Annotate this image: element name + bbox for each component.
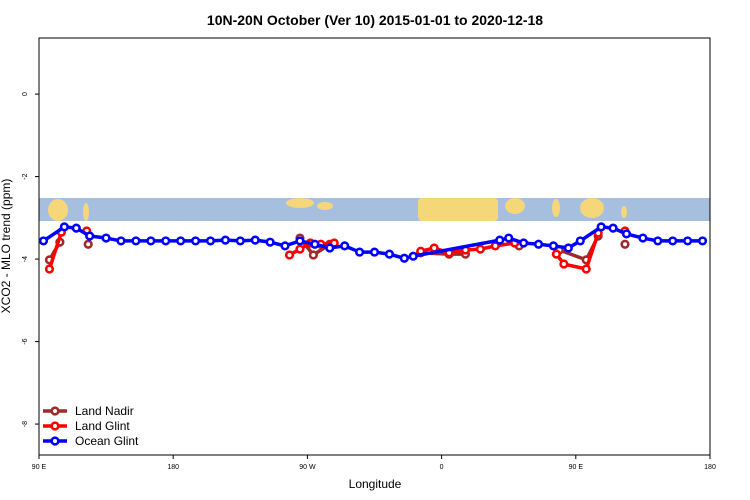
y-tick-label: -4 bbox=[22, 256, 29, 262]
data-point bbox=[384, 249, 395, 259]
data-point bbox=[638, 233, 648, 243]
map-land bbox=[317, 202, 333, 210]
data-point bbox=[176, 236, 186, 246]
plot-frame bbox=[38, 37, 711, 456]
map-land bbox=[505, 198, 525, 214]
data-point bbox=[559, 259, 569, 269]
data-point bbox=[653, 236, 663, 246]
x-tick-label: 90 E bbox=[569, 464, 584, 471]
map-land bbox=[48, 199, 68, 221]
data-point bbox=[38, 236, 49, 246]
data-point bbox=[284, 250, 295, 260]
y-tick-label: -8 bbox=[22, 421, 29, 427]
series bbox=[38, 222, 708, 263]
y-tick-label: -2 bbox=[22, 173, 29, 179]
data-point bbox=[250, 235, 260, 245]
data-point bbox=[295, 244, 305, 254]
data-point bbox=[101, 233, 111, 243]
map-land bbox=[580, 198, 604, 218]
series-line bbox=[47, 231, 64, 270]
map-land bbox=[621, 206, 627, 218]
data-point bbox=[354, 247, 365, 257]
data-point bbox=[265, 237, 275, 247]
data-point bbox=[83, 239, 93, 249]
y-tick-label: 0 bbox=[22, 92, 29, 96]
data-point bbox=[495, 235, 505, 245]
legend-marker bbox=[50, 406, 60, 416]
data-point bbox=[608, 223, 618, 233]
data-point bbox=[161, 236, 171, 246]
data-point bbox=[59, 222, 69, 232]
data-point bbox=[71, 223, 81, 233]
data-point bbox=[190, 236, 201, 246]
data-point bbox=[504, 233, 514, 243]
y-axis-label: XCO2 - MLO trend (ppm) bbox=[0, 179, 13, 314]
map-land bbox=[418, 198, 498, 221]
data-point bbox=[621, 229, 632, 239]
data-point bbox=[668, 236, 678, 246]
x-axis-label: Longitude bbox=[349, 477, 402, 491]
map-ocean bbox=[39, 198, 710, 221]
data-point bbox=[575, 236, 585, 246]
x-tick-label: 90 E bbox=[32, 464, 47, 471]
legend-label: Land Nadir bbox=[75, 404, 134, 418]
series-line bbox=[555, 232, 600, 271]
x-tick-label: 0 bbox=[440, 464, 444, 471]
data-point bbox=[697, 236, 708, 246]
data-point bbox=[116, 236, 126, 246]
map-strip bbox=[39, 198, 710, 221]
data-point bbox=[533, 239, 544, 249]
data-point bbox=[408, 251, 418, 261]
map-land bbox=[286, 198, 314, 208]
y-tick-label: -6 bbox=[22, 338, 29, 344]
data-point bbox=[220, 235, 230, 245]
legend-marker bbox=[50, 421, 60, 431]
data-point bbox=[369, 247, 380, 257]
x-tick-label: 180 bbox=[704, 464, 716, 471]
data-point bbox=[131, 236, 141, 246]
map-land bbox=[83, 203, 89, 221]
map-land bbox=[552, 199, 560, 217]
data-point bbox=[146, 236, 156, 246]
data-point bbox=[295, 236, 305, 246]
x-tick-label: 90 W bbox=[299, 464, 316, 471]
data-point bbox=[563, 243, 573, 253]
data-point bbox=[620, 239, 630, 249]
legend-marker bbox=[50, 436, 60, 446]
chart-title: 10N-20N October (Ver 10) 2015-01-01 to 2… bbox=[207, 12, 543, 28]
data-point bbox=[548, 241, 559, 251]
data-point bbox=[44, 264, 55, 274]
data-point bbox=[280, 241, 290, 251]
data-point bbox=[340, 241, 350, 251]
data-point bbox=[519, 238, 529, 248]
data-point bbox=[399, 253, 409, 263]
x-tick-label: 180 bbox=[167, 464, 179, 471]
legend-label: Ocean Glint bbox=[75, 434, 139, 448]
data-point bbox=[475, 244, 485, 254]
legend-label: Land Glint bbox=[75, 419, 130, 433]
data-point bbox=[205, 236, 216, 246]
data-point bbox=[551, 249, 562, 259]
data-point bbox=[581, 264, 591, 274]
data-point bbox=[308, 250, 318, 260]
data-point bbox=[85, 231, 95, 241]
data-point bbox=[325, 243, 335, 253]
data-point bbox=[596, 222, 606, 232]
data-point bbox=[310, 239, 320, 249]
data-point bbox=[683, 236, 693, 246]
data-point bbox=[235, 236, 245, 246]
